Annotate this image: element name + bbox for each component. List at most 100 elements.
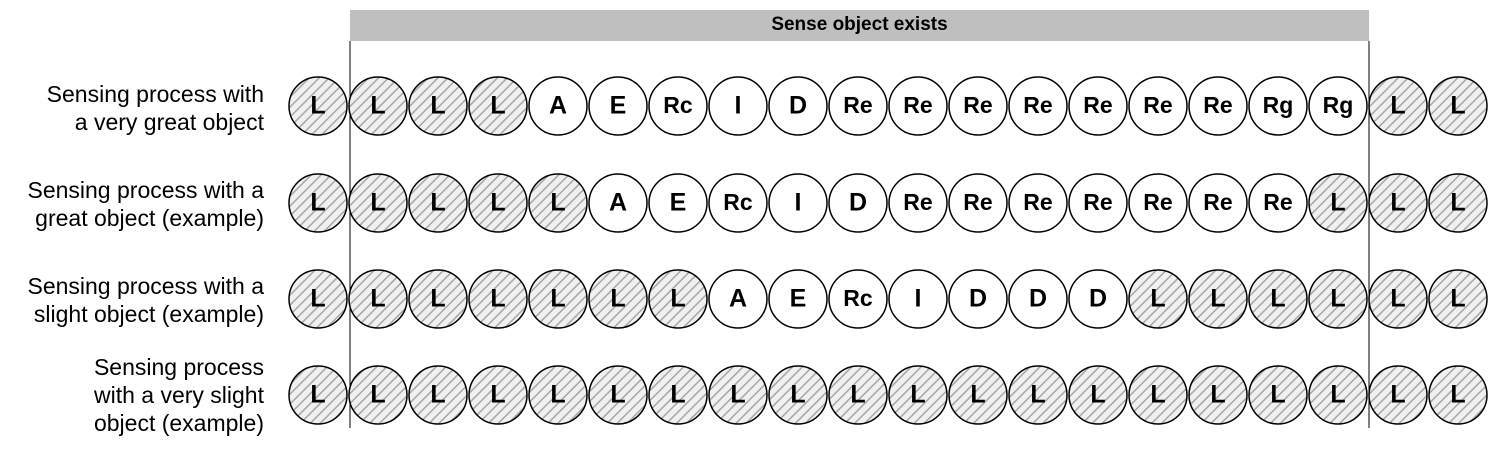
- row-label-very-great: Sensing process with a very great object: [46, 81, 264, 135]
- cell-label: E: [670, 189, 687, 217]
- cell-circle: [708, 269, 768, 329]
- cell-label: A: [549, 92, 567, 120]
- cell-label: L: [430, 381, 445, 409]
- cell-circle: [288, 365, 348, 425]
- cell-label: E: [610, 92, 627, 120]
- cell-circle: [828, 173, 888, 233]
- row-1: L L L L A E Rc I D Re Re Re Re Re Re Re Rg Rg L L: [288, 76, 1488, 136]
- cell-label: D: [1029, 285, 1047, 313]
- cell-circle: [1188, 365, 1248, 425]
- cell-label: D: [1089, 285, 1107, 313]
- sense-object-exists-label: Sense object exists: [771, 14, 948, 35]
- cell-circle: [768, 365, 828, 425]
- cell-circle: [1428, 76, 1488, 136]
- cell-label: Re: [963, 189, 992, 215]
- cell-circle: [1248, 76, 1308, 136]
- cell-circle: [528, 173, 588, 233]
- cell-label: L: [430, 189, 445, 217]
- cell-label: L: [1450, 189, 1465, 217]
- cell-label: D: [969, 285, 987, 313]
- cell-label: Re: [903, 189, 932, 215]
- cell-circle: [1308, 173, 1368, 233]
- cell-circle: [1368, 76, 1428, 136]
- cell-circle: [1008, 76, 1068, 136]
- cell-label: Re: [1083, 92, 1112, 118]
- cell-label: D: [789, 92, 807, 120]
- cell-label: L: [730, 381, 745, 409]
- cell-circle: [468, 365, 528, 425]
- cell-label: L: [1450, 92, 1465, 120]
- cell-circle: [588, 365, 648, 425]
- cell-label: I: [795, 189, 802, 217]
- cell-circle: [1308, 76, 1368, 136]
- cell-label: L: [1450, 381, 1465, 409]
- cell-circle: [1008, 365, 1068, 425]
- cell-label: L: [490, 381, 505, 409]
- cell-circle: [1128, 76, 1188, 136]
- cell-label: Re: [1143, 189, 1172, 215]
- cell-circle: [588, 173, 648, 233]
- cell-circle: [828, 76, 888, 136]
- cell-label: L: [550, 189, 565, 217]
- cell-circle: [1428, 173, 1488, 233]
- cell-label: Re: [1023, 189, 1052, 215]
- cell-circle: [1068, 76, 1128, 136]
- cell-circle: [648, 173, 708, 233]
- cell-circle: [288, 76, 348, 136]
- row-label-slight: Sensing process with a slight object (ex…: [27, 273, 264, 327]
- row-3: L L L L L L L A E Rc I D D D L L L L L L: [288, 269, 1488, 329]
- cell-circle: [528, 365, 588, 425]
- cell-label: Rc: [843, 285, 873, 311]
- cells-layer: L L L L A E Rc I D Re Re Re Re Re Re Re Rg Rg L L L L L L L A E Rc I…: [288, 76, 1488, 425]
- row-label-very-slight: Sensing process with a very slight objec…: [93, 354, 264, 436]
- cell-label: L: [1330, 285, 1345, 313]
- cell-label: L: [610, 285, 625, 313]
- cell-label: L: [490, 189, 505, 217]
- cell-circle: [888, 269, 948, 329]
- cell-label: Rc: [663, 92, 693, 118]
- cell-circle: [948, 76, 1008, 136]
- cell-circle: [1308, 269, 1368, 329]
- cell-circle: [288, 173, 348, 233]
- cell-label: L: [910, 381, 925, 409]
- cell-label: Rc: [723, 189, 753, 215]
- cell-label: I: [735, 92, 742, 120]
- cell-circle: [528, 269, 588, 329]
- cell-circle: [828, 365, 888, 425]
- cell-label: L: [310, 285, 325, 313]
- cell-circle: [1008, 269, 1068, 329]
- cell-label: Re: [903, 92, 932, 118]
- cell-label: Re: [1023, 92, 1052, 118]
- cell-circle: [288, 269, 348, 329]
- cell-circle: [588, 269, 648, 329]
- row-label-great: Sensing process with a great object (exa…: [27, 177, 264, 231]
- cell-circle: [468, 269, 528, 329]
- cell-circle: [1128, 173, 1188, 233]
- cell-label: L: [370, 381, 385, 409]
- header-bar: [350, 10, 1369, 41]
- cell-label: L: [850, 381, 865, 409]
- cell-label: L: [310, 381, 325, 409]
- cell-circle: [888, 76, 948, 136]
- cell-label: L: [370, 189, 385, 217]
- cell-label: L: [370, 92, 385, 120]
- cell-circle: [1248, 173, 1308, 233]
- cell-circle: [408, 173, 468, 233]
- cell-label: Re: [1143, 92, 1172, 118]
- cell-label: L: [1390, 189, 1405, 217]
- cell-label: L: [550, 285, 565, 313]
- cell-circle: [1248, 269, 1308, 329]
- cell-circle: [708, 365, 768, 425]
- cell-label: L: [1150, 285, 1165, 313]
- cell-label: L: [1330, 381, 1345, 409]
- cell-label: I: [915, 285, 922, 313]
- cell-label: L: [1090, 381, 1105, 409]
- cell-circle: [708, 173, 768, 233]
- cell-label: L: [970, 381, 985, 409]
- cell-circle: [1068, 173, 1128, 233]
- cell-label: Re: [1083, 189, 1112, 215]
- cell-label: Rg: [1263, 92, 1294, 118]
- cell-label: E: [790, 285, 807, 313]
- cell-circle: [1428, 269, 1488, 329]
